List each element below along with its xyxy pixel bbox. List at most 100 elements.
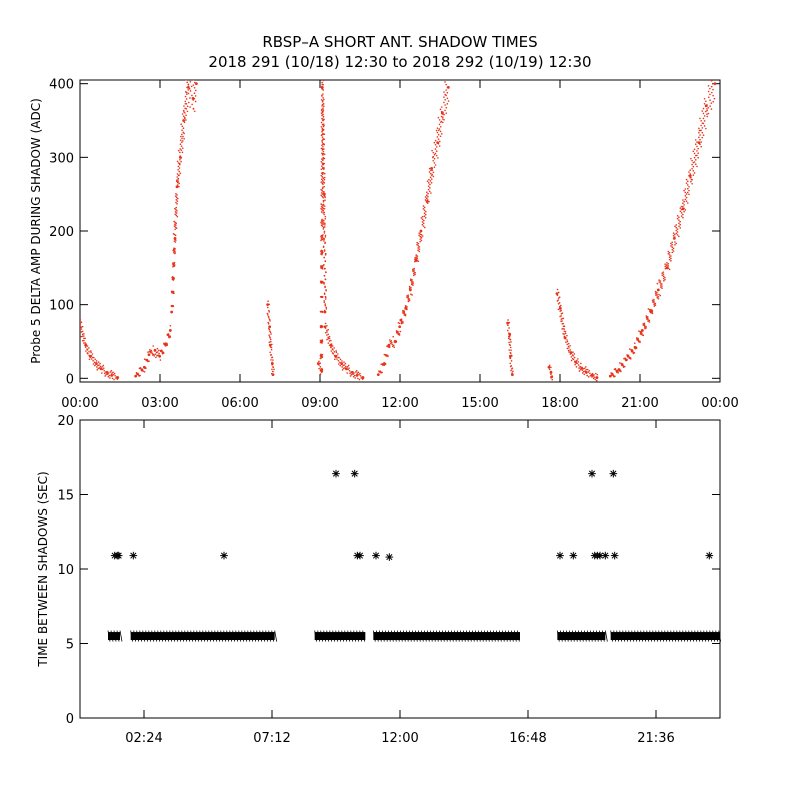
series-dot-spike_1 xyxy=(183,111,185,113)
band-1-marker xyxy=(205,630,209,642)
series-dot-rise_3 xyxy=(639,330,642,333)
series-dot-decay_2 xyxy=(330,346,332,348)
data-point-spike_1 xyxy=(186,85,190,89)
series-dot-burst_0900 xyxy=(320,192,323,194)
series-dot-decay_1 xyxy=(90,354,93,357)
band-5-marker xyxy=(709,630,713,642)
series-dot-spike_1 xyxy=(173,220,175,223)
series-dot-burst_0900 xyxy=(321,159,324,162)
series-dot-burst_0700 xyxy=(267,321,270,324)
series-dot-burst_0900 xyxy=(322,183,324,185)
band-5-marker xyxy=(616,630,620,642)
series-dot-rise_1 xyxy=(147,351,149,353)
band-5-marker xyxy=(688,630,692,642)
band-5-marker xyxy=(619,630,623,642)
series-dot-burst_0900 xyxy=(321,193,324,195)
series-dot-burst_0700 xyxy=(272,366,274,368)
series-dot-rise_3 xyxy=(670,255,672,257)
data-point-rise_3 xyxy=(713,82,717,86)
series-dot-burst_0700 xyxy=(266,306,269,309)
series-dot-rise_2 xyxy=(389,342,392,345)
series-dot-rise_3 xyxy=(691,167,693,170)
series-dot-decay_2 xyxy=(336,358,338,360)
series-dot-burst_1600 xyxy=(510,368,513,370)
series-dot-decay_3 xyxy=(556,288,559,291)
series-dot-rise_2 xyxy=(422,222,425,225)
series-dot-decay_1 xyxy=(90,358,93,360)
series-dot-spike_1 xyxy=(180,149,183,152)
series-dot-decay_3 xyxy=(559,306,561,309)
interval-point xyxy=(385,553,394,561)
series-dot-rise_3 xyxy=(621,364,623,367)
series-dot-rise_2 xyxy=(419,238,422,240)
series-dot-burst_0700 xyxy=(270,348,273,351)
series-dot-rise_3 xyxy=(666,264,668,266)
band-5-marker xyxy=(700,630,704,642)
series-dot-decay_3 xyxy=(592,377,595,380)
band-1-marker xyxy=(241,630,245,642)
series-dot-rise_2 xyxy=(400,320,403,323)
series-dot-burst_0900 xyxy=(323,211,326,214)
series-dot-rise_2 xyxy=(417,244,420,247)
series-dot-decay_2 xyxy=(332,352,335,355)
series-dot-burst_0900 xyxy=(324,234,327,237)
band-1-marker xyxy=(163,630,167,642)
series-dot-rise_3 xyxy=(664,267,667,270)
band-1-marker xyxy=(244,630,248,642)
band-1-marker xyxy=(184,630,188,642)
series-dot-burst_0900 xyxy=(324,224,326,226)
series-dot-rise_2 xyxy=(422,219,425,222)
series-dot-rise_3 xyxy=(639,331,642,334)
series-dot-decay_2 xyxy=(348,367,350,369)
series-dot-rise_3 xyxy=(671,241,673,244)
series-dot-rise_2 xyxy=(400,322,403,325)
series-dot-rise_3 xyxy=(645,316,648,319)
series-dot-rise_2 xyxy=(445,83,448,86)
series-dot-rise_3 xyxy=(653,303,655,306)
series-dot-rise_2 xyxy=(427,182,430,184)
series-dot-burst_0900 xyxy=(324,217,327,220)
band-1-marker xyxy=(160,630,164,642)
series-dot-burst_0900 xyxy=(323,275,326,277)
series-dot-decay_2 xyxy=(333,354,336,357)
series-dot-rise_3 xyxy=(683,189,685,192)
series-dot-rise_3 xyxy=(667,267,670,269)
series-dot-spike_1 xyxy=(189,90,192,92)
series-dot-rise_3 xyxy=(696,145,698,148)
series-dot-decay_2 xyxy=(330,339,332,342)
series-dot-burst_0900 xyxy=(323,178,326,181)
series-dot-burst_0900 xyxy=(323,124,325,127)
series-dot-decay_2 xyxy=(349,375,352,377)
series-dot-decay_3 xyxy=(582,370,585,373)
series-dot-rise_3 xyxy=(651,312,654,315)
series-dot-burst_0900 xyxy=(325,271,327,274)
delta_amp-plot-frame xyxy=(79,79,721,383)
series-dot-burst_0900 xyxy=(322,223,324,226)
series-dot-rise_3 xyxy=(651,311,654,313)
series-dot-rise_3 xyxy=(662,275,665,278)
series-dot-rise_3 xyxy=(654,304,657,307)
series-dot-rise_2 xyxy=(446,91,449,94)
series-dot-rise_3 xyxy=(704,105,707,108)
series-dot-burst_0900 xyxy=(323,182,326,184)
series-dot-rise_3 xyxy=(679,220,681,223)
series-dot-burst_1740 xyxy=(551,378,554,381)
series-dot-burst_0900 xyxy=(323,162,325,165)
series-dot-spike_1 xyxy=(189,81,192,83)
series-dot-burst_0900 xyxy=(323,249,326,251)
series-dot-rise_3 xyxy=(698,127,700,130)
series-dot-rise_2 xyxy=(441,118,444,120)
series-dot-decay_3 xyxy=(563,325,566,327)
series-dot-decay_2 xyxy=(339,361,341,364)
series-dot-spike_1 xyxy=(185,98,188,100)
series-burst_0900 xyxy=(316,80,328,375)
series-dot-burst_0900 xyxy=(321,173,324,176)
series-dot-spike_1 xyxy=(176,176,178,178)
series-dot-burst_0900 xyxy=(320,160,323,163)
series-dot-decay_1 xyxy=(116,378,119,380)
band-2-marker xyxy=(344,630,348,642)
series-dot-rise_1 xyxy=(149,350,152,353)
series-dot-rise_2 xyxy=(439,135,442,138)
series-dot-rise_2 xyxy=(431,149,433,152)
series-dot-spike_1 xyxy=(176,215,179,218)
